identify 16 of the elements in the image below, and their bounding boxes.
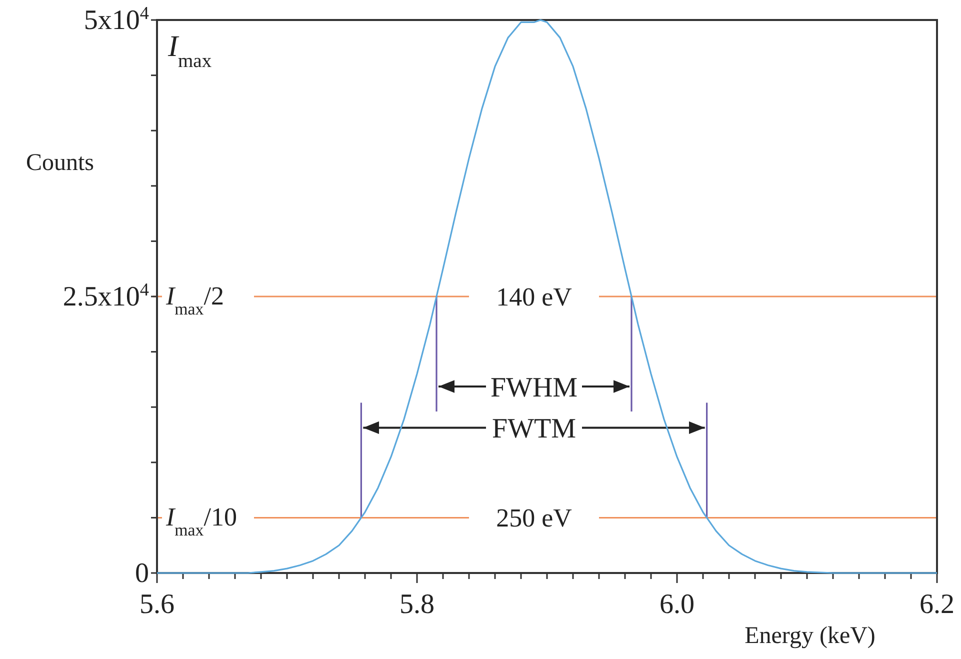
- annotation: I$_{max}$/2: [165, 282, 224, 318]
- x-tick-label: 6.0: [660, 589, 694, 620]
- annotation: I$_{max}$: [167, 30, 212, 72]
- ref-line-label: 250 eV: [496, 504, 572, 533]
- y-tick-label: 0: [135, 558, 149, 589]
- x-axis-title: Energy (keV): [744, 623, 876, 649]
- annotation: FWHM: [490, 372, 578, 404]
- ref-line-label: 140 eV: [496, 282, 572, 312]
- y-tick-label: 2.5x10$^{4}$: [62, 280, 149, 312]
- y-tick-label: 5x10$^{4}$: [84, 3, 149, 36]
- x-tick-label: 5.8: [400, 589, 434, 620]
- x-tick-label: 5.6: [140, 589, 174, 620]
- x-tick-label: 6.2: [920, 589, 954, 620]
- annotation: FWTM: [492, 414, 576, 445]
- annotation: I$_{max}$/10: [165, 502, 237, 540]
- y-axis-title: Counts: [26, 150, 94, 176]
